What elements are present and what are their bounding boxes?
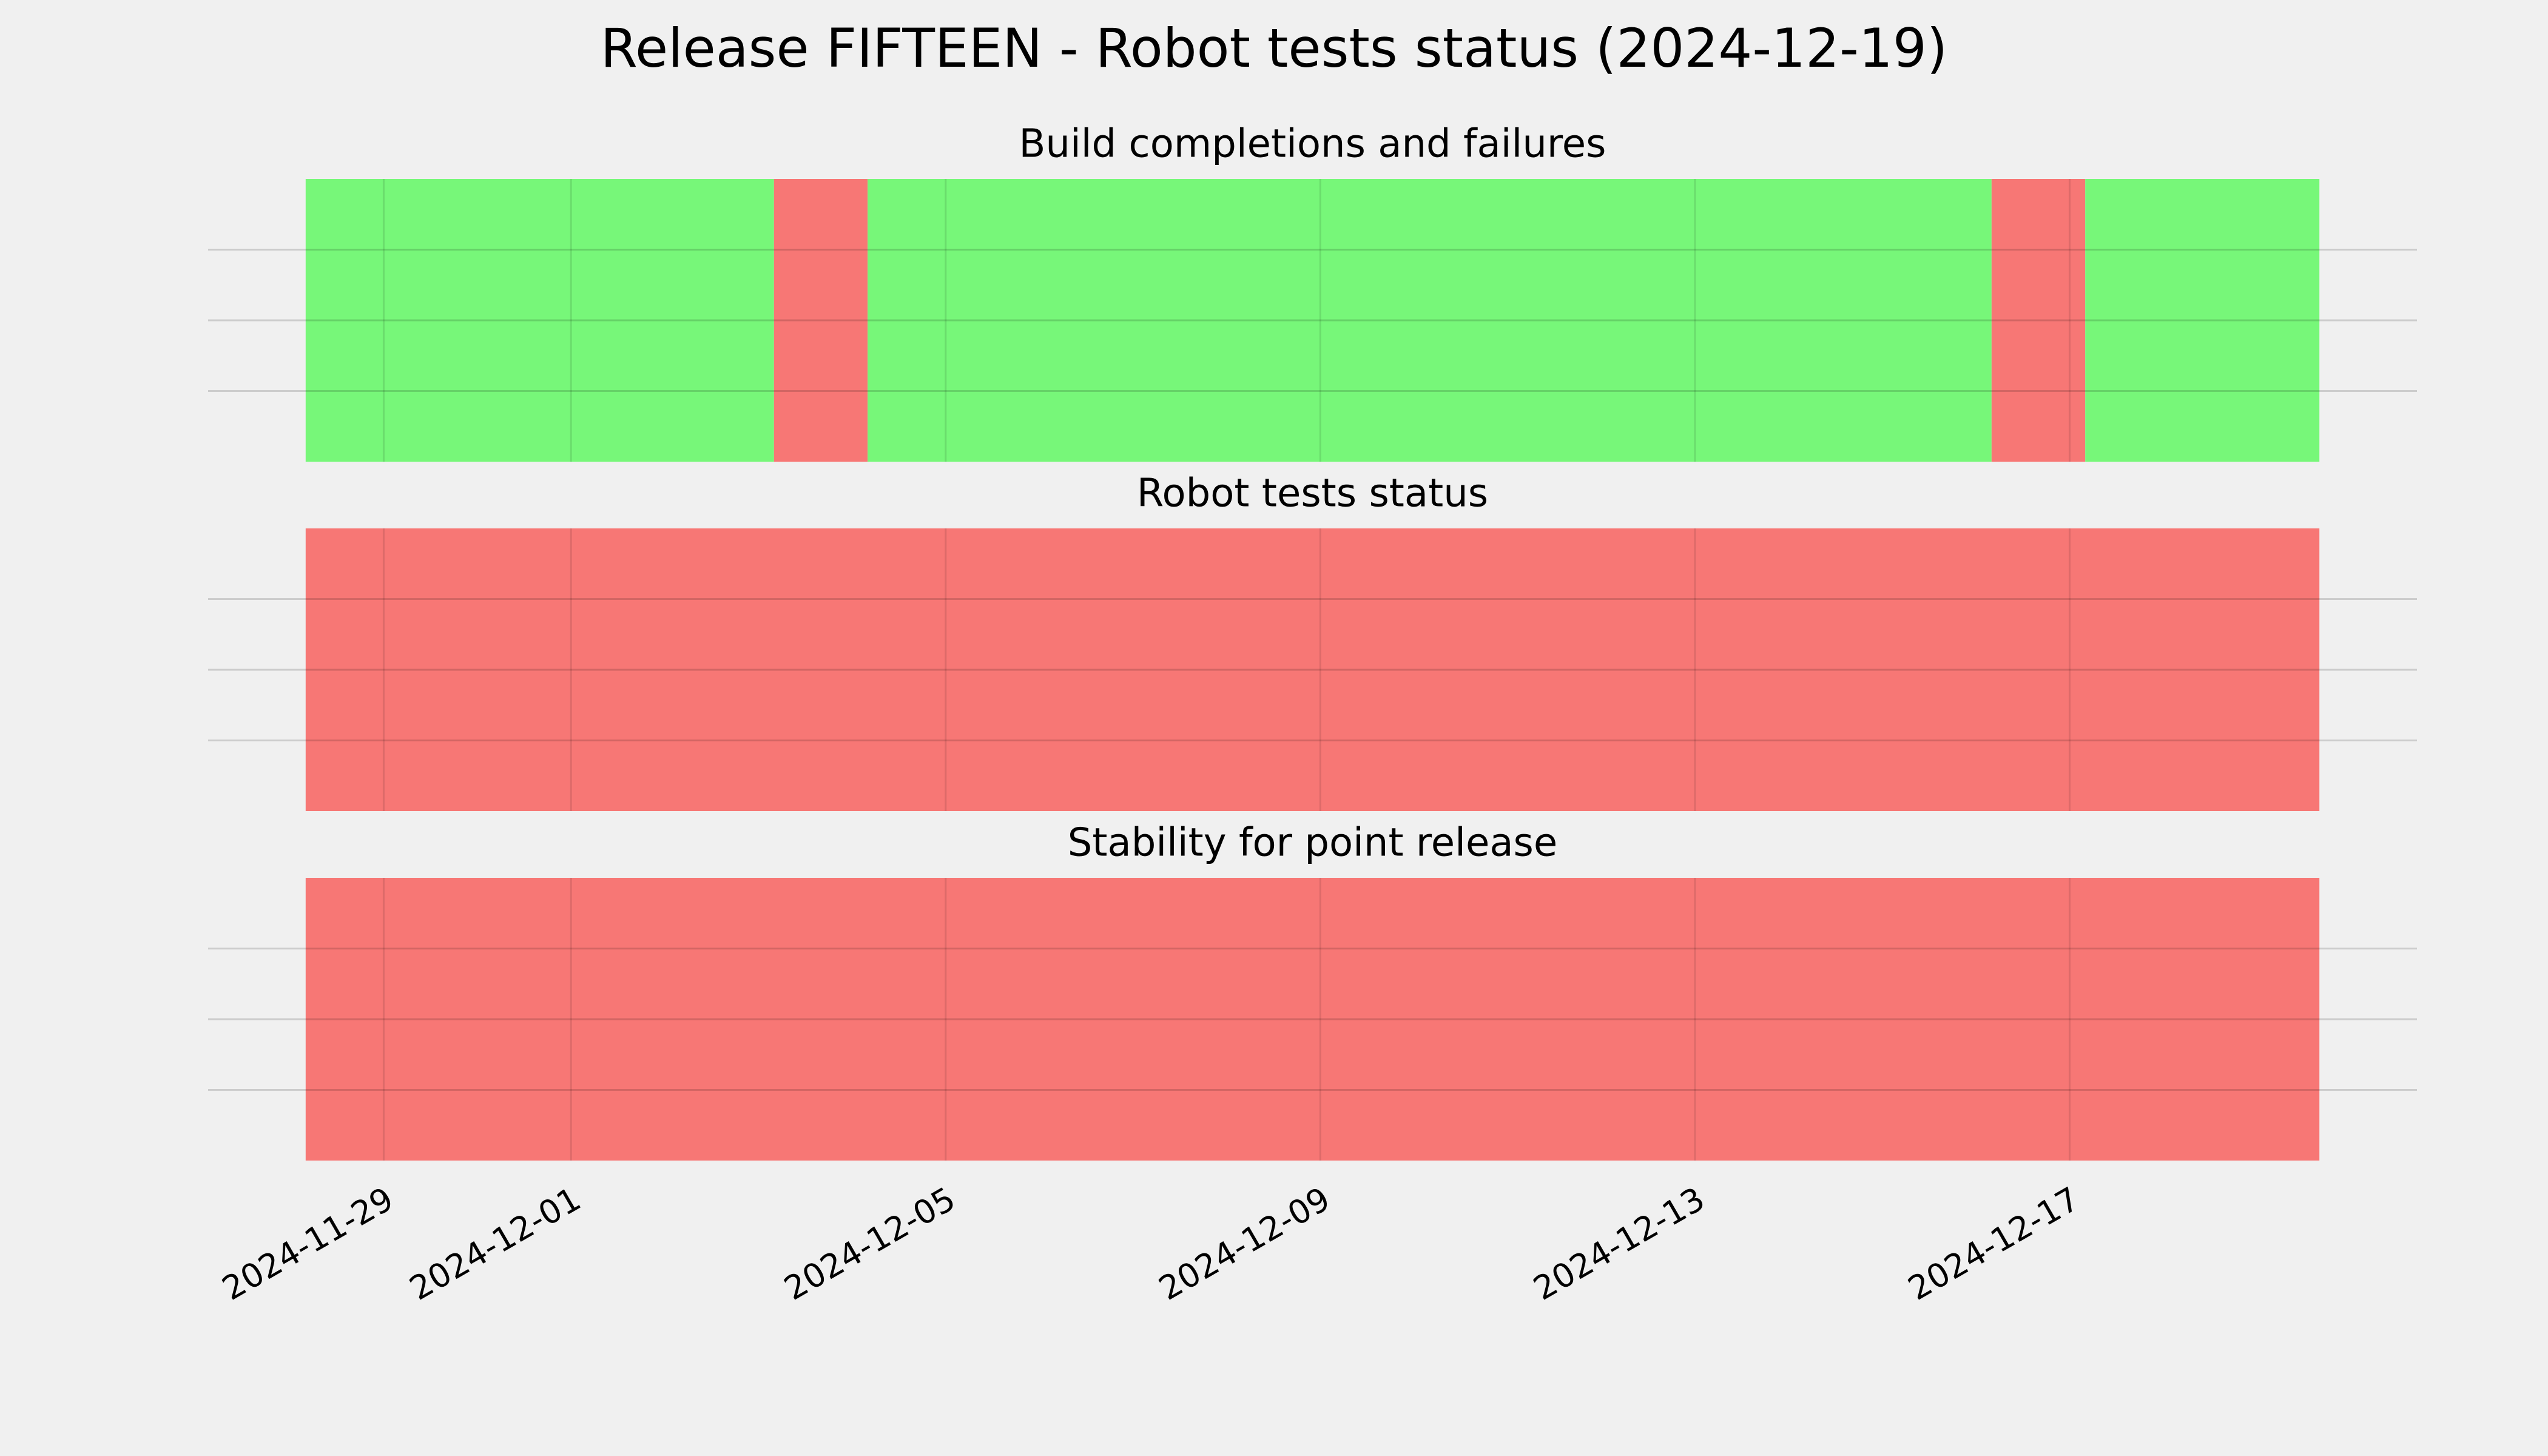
subplot-title: Build completions and failures bbox=[1019, 122, 1606, 167]
subplot-title: Stability for point release bbox=[1068, 821, 1558, 866]
subplot-title: Robot tests status bbox=[1137, 471, 1488, 516]
status-span bbox=[868, 179, 1992, 462]
status-span bbox=[774, 179, 868, 462]
status-span bbox=[305, 528, 2320, 811]
status-span bbox=[2085, 179, 2320, 462]
status-span bbox=[1991, 179, 2086, 462]
chart-title: Release FIFTEEN - Robot tests status (20… bbox=[601, 17, 1947, 79]
status-span bbox=[305, 179, 774, 462]
status-span bbox=[305, 878, 2320, 1161]
